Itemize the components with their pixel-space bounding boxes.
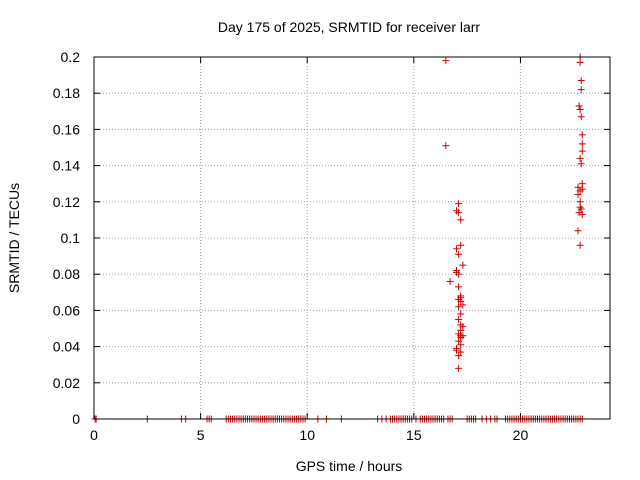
x-tick-label: 10 <box>299 427 315 443</box>
x-tick-labels: 0 5 10 15 20 <box>90 427 528 443</box>
data-point <box>576 105 584 113</box>
data-point <box>576 241 584 249</box>
data-point <box>577 160 585 168</box>
data-point <box>455 303 463 311</box>
y-tick-label: 0.08 <box>53 266 80 282</box>
x-tick-label: 15 <box>406 427 422 443</box>
data-point <box>576 203 584 211</box>
data-point <box>457 241 465 249</box>
y-tick-label: 0 <box>72 411 80 427</box>
data-point <box>459 301 467 309</box>
grid-lines <box>94 57 610 419</box>
data-point <box>455 352 463 360</box>
y-tick-label: 0.1 <box>61 230 81 246</box>
data-point <box>452 344 460 352</box>
data-point <box>452 245 460 253</box>
data-point <box>578 185 586 193</box>
data-point <box>575 102 583 110</box>
data-point <box>578 131 586 139</box>
data-point <box>455 364 463 372</box>
data-point <box>578 140 586 148</box>
axis-ticks <box>93 56 610 420</box>
data-point <box>457 332 465 340</box>
data-point <box>574 227 582 235</box>
data-point <box>452 267 460 275</box>
data-point <box>446 277 454 285</box>
data-point <box>575 209 583 217</box>
data-point <box>459 323 467 331</box>
data-point <box>577 113 585 121</box>
x-tick-label: 5 <box>197 427 205 443</box>
data-point <box>457 341 465 349</box>
y-tick-label: 0.06 <box>53 302 80 318</box>
data-point <box>442 57 450 65</box>
data-point <box>455 315 463 323</box>
y-tick-label: 0.12 <box>53 194 80 210</box>
data-point <box>457 310 465 318</box>
chart-title: Day 175 of 2025, SRMTID for receiver lar… <box>218 19 481 35</box>
data-point <box>576 58 584 66</box>
x-axis-label: GPS time / hours <box>296 458 403 474</box>
y-axis-label: SRMTID / TECUs <box>6 183 22 293</box>
data-point <box>574 191 582 199</box>
data-point <box>578 210 586 218</box>
y-tick-labels: 0 0.02 0.04 0.06 0.08 0.1 0.12 0.14 0.16 0.18 0.2 <box>53 49 80 427</box>
data-point <box>455 337 463 345</box>
data-point <box>455 209 463 217</box>
data-point <box>455 283 463 291</box>
y-tick-label: 0.16 <box>53 121 80 137</box>
data-point <box>459 261 467 269</box>
data-point <box>442 142 450 150</box>
data-point <box>455 200 463 208</box>
data-point <box>577 205 585 213</box>
data-point <box>457 348 465 356</box>
data-point <box>455 270 463 278</box>
y-tick-label: 0.14 <box>53 158 80 174</box>
data-point <box>576 154 584 162</box>
y-tick-label: 0.04 <box>53 339 80 355</box>
data-point <box>457 216 465 224</box>
y-tick-label: 0.2 <box>61 49 81 65</box>
data-point <box>578 147 586 155</box>
data-point <box>455 250 463 258</box>
y-tick-label: 0.02 <box>53 375 80 391</box>
x-tick-label: 0 <box>90 427 98 443</box>
data-point <box>577 86 585 94</box>
y-tick-label: 0.18 <box>53 85 80 101</box>
data-point <box>574 183 582 191</box>
data-point <box>577 77 585 85</box>
x-tick-label: 20 <box>513 427 529 443</box>
data-point <box>457 294 465 302</box>
